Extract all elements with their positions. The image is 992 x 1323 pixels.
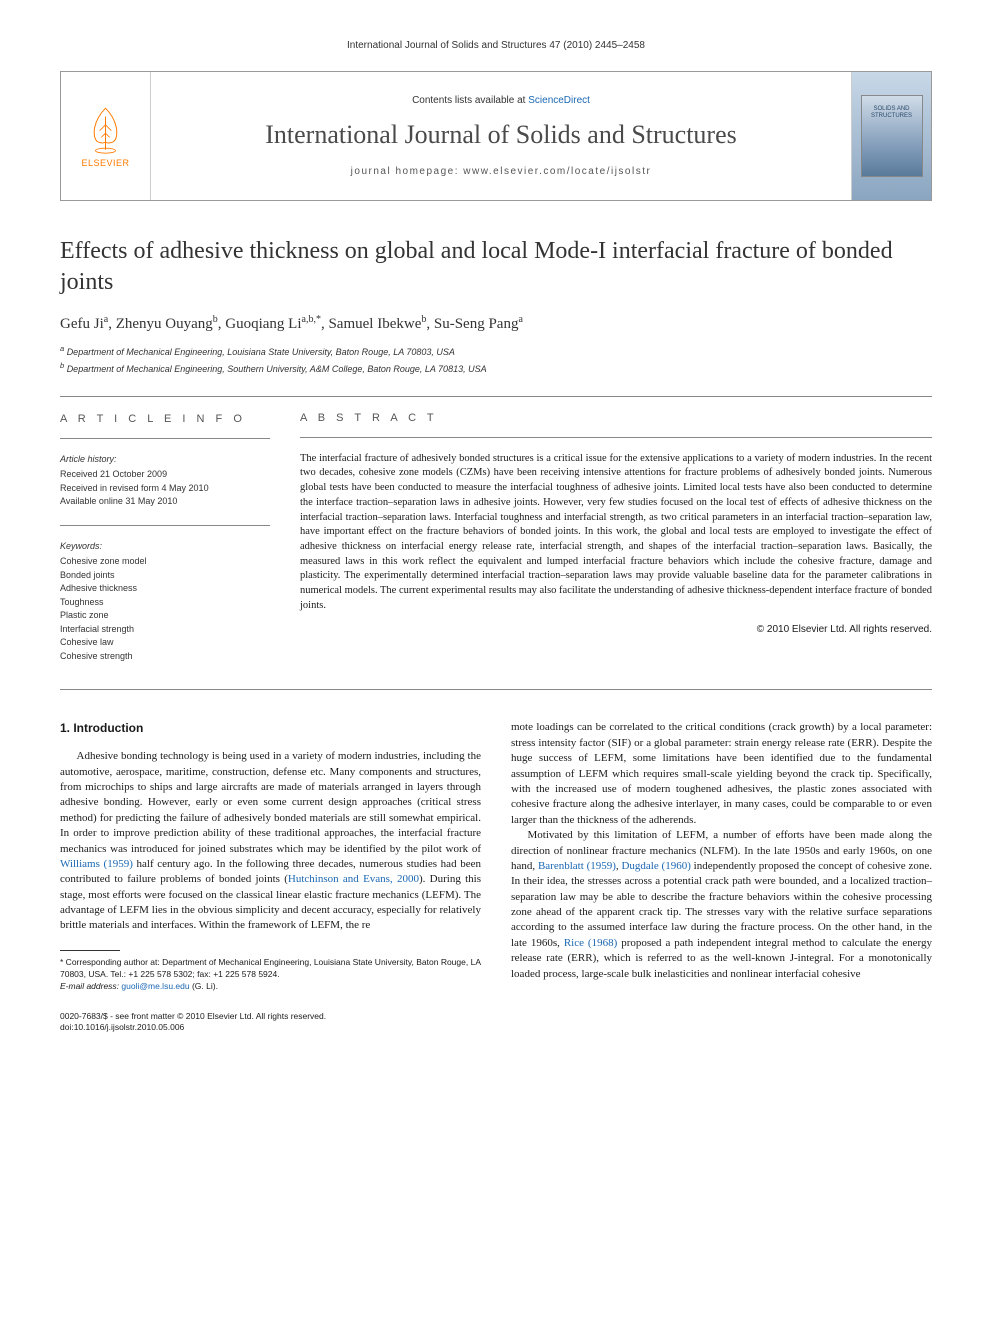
body-paragraph: Adhesive bonding technology is being use… [60, 749, 481, 934]
divider [60, 525, 270, 526]
history-online: Available online 31 May 2010 [60, 495, 270, 509]
sciencedirect-link[interactable]: ScienceDirect [528, 95, 590, 106]
history-label: Article history: [60, 453, 270, 467]
email-link[interactable]: guoli@me.lsu.edu [121, 981, 189, 991]
body-paragraph: Motivated by this limitation of LEFM, a … [511, 828, 932, 982]
journal-cover-thumb: SOLIDS AND STRUCTURES [851, 72, 931, 200]
homepage-prefix: journal homepage: [351, 166, 464, 177]
author-2: Zhenyu Ouyang [116, 316, 213, 332]
keyword: Cohesive strength [60, 650, 270, 664]
citation[interactable]: Rice (1968) [564, 937, 617, 949]
history-received: Received 21 October 2009 [60, 468, 270, 482]
author-3: Guoqiang Li [225, 316, 301, 332]
body-col-right: mote loadings can be correlated to the c… [511, 720, 932, 1034]
body-columns: 1. Introduction Adhesive bonding technol… [60, 720, 932, 1034]
keywords-block: Keywords: Cohesive zone model Bonded joi… [60, 540, 270, 664]
issn-line: 0020-7683/$ - see front matter © 2010 El… [60, 1011, 481, 1023]
footnotes: * Corresponding author at: Department of… [60, 957, 481, 993]
keyword: Cohesive law [60, 636, 270, 650]
abstract-text: The interfacial fracture of adhesively b… [300, 452, 932, 614]
article-history: Article history: Received 21 October 200… [60, 453, 270, 509]
citation[interactable]: Williams (1959) [60, 858, 133, 870]
contents-available: Contents lists available at ScienceDirec… [412, 95, 590, 106]
masthead: ELSEVIER Contents lists available at Sci… [60, 71, 932, 201]
running-head: International Journal of Solids and Stru… [60, 40, 932, 51]
publisher-logo: ELSEVIER [61, 72, 151, 200]
keyword: Bonded joints [60, 569, 270, 583]
author-4-aff: b [421, 314, 426, 325]
abstract-copyright: © 2010 Elsevier Ltd. All rights reserved… [300, 623, 932, 637]
divider [60, 438, 270, 439]
divider [60, 396, 932, 397]
email-label: E-mail address: [60, 981, 121, 991]
body-col-left: 1. Introduction Adhesive bonding technol… [60, 720, 481, 1034]
homepage-url: www.elsevier.com/locate/ijsolstr [463, 166, 651, 177]
divider [60, 689, 932, 690]
affiliation-a: a Department of Mechanical Engineering, … [60, 343, 932, 360]
author-2-aff: b [213, 314, 218, 325]
elsevier-tree-icon [83, 104, 128, 154]
article-info: A R T I C L E I N F O Article history: R… [60, 411, 270, 679]
masthead-center: Contents lists available at ScienceDirec… [151, 72, 851, 200]
keyword: Toughness [60, 596, 270, 610]
body-paragraph: mote loadings can be correlated to the c… [511, 720, 932, 828]
author-3-aff: a,b,* [302, 314, 321, 325]
keywords-label: Keywords: [60, 540, 270, 554]
history-revised: Received in revised form 4 May 2010 [60, 482, 270, 496]
authors: Gefu Jia, Zhenyu Ouyangb, Guoqiang Lia,b… [60, 314, 932, 333]
affiliations: a Department of Mechanical Engineering, … [60, 343, 932, 376]
author-1-aff: a [104, 314, 108, 325]
publisher-name: ELSEVIER [81, 158, 129, 168]
affiliation-b: b Department of Mechanical Engineering, … [60, 360, 932, 377]
author-1: Gefu Ji [60, 316, 104, 332]
citation[interactable]: Dugdale (1960) [621, 860, 690, 872]
corresponding-author: * Corresponding author at: Department of… [60, 957, 481, 981]
cover-image: SOLIDS AND STRUCTURES [861, 95, 923, 177]
page-footer: 0020-7683/$ - see front matter © 2010 El… [60, 1011, 481, 1035]
keyword: Cohesive zone model [60, 555, 270, 569]
info-abstract-row: A R T I C L E I N F O Article history: R… [60, 411, 932, 679]
divider [300, 437, 932, 438]
email-line: E-mail address: guoli@me.lsu.edu (G. Li)… [60, 981, 481, 993]
section-heading: 1. Introduction [60, 720, 481, 737]
author-5-aff: a [518, 314, 522, 325]
author-4: Samuel Ibekwe [328, 316, 421, 332]
article-title: Effects of adhesive thickness on global … [60, 236, 932, 298]
doi-line: doi:10.1016/j.ijsolstr.2010.05.006 [60, 1022, 481, 1034]
citation[interactable]: Hutchinson and Evans, 2000 [288, 873, 419, 885]
keyword: Adhesive thickness [60, 582, 270, 596]
abstract-heading: A B S T R A C T [300, 411, 932, 426]
keyword: Plastic zone [60, 609, 270, 623]
abstract: A B S T R A C T The interfacial fracture… [300, 411, 932, 679]
email-suffix: (G. Li). [190, 981, 218, 991]
journal-name: International Journal of Solids and Stru… [265, 120, 737, 150]
journal-homepage: journal homepage: www.elsevier.com/locat… [351, 166, 652, 177]
footnote-separator [60, 950, 120, 951]
author-5: Su-Seng Pang [434, 316, 519, 332]
article-info-heading: A R T I C L E I N F O [60, 411, 270, 428]
cover-label: SOLIDS AND STRUCTURES [866, 106, 918, 120]
citation[interactable]: Barenblatt (1959) [538, 860, 616, 872]
keyword: Interfacial strength [60, 623, 270, 637]
contents-prefix: Contents lists available at [412, 95, 528, 106]
